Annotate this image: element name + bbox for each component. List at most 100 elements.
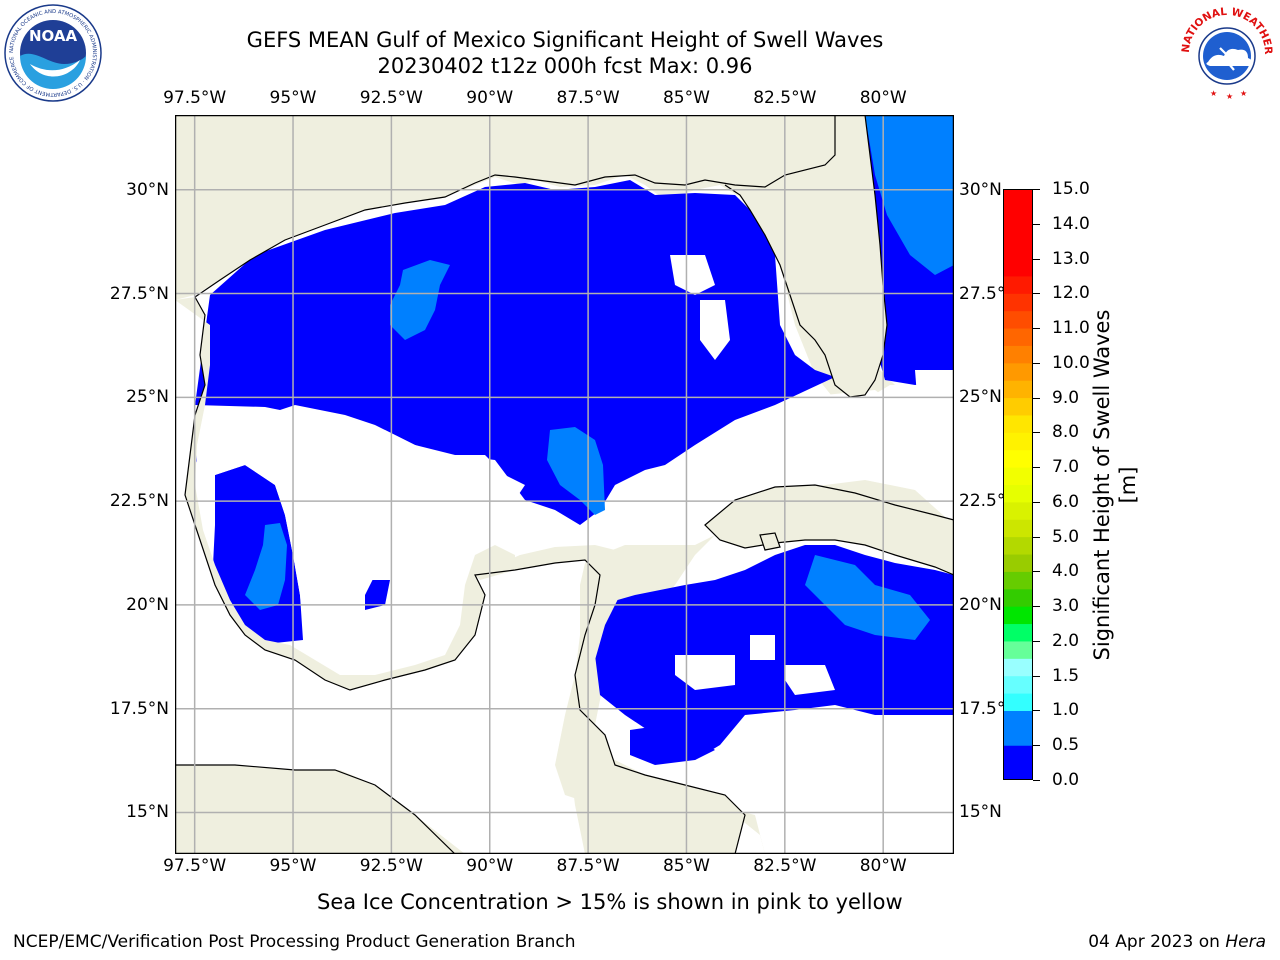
colorbar-tick-mark: [1033, 293, 1040, 295]
lon-tick-label-top: 82.5°W: [753, 88, 817, 108]
colorbar-tick-mark: [1033, 675, 1040, 677]
colorbar-swatch: [1003, 519, 1033, 538]
date-value: 04 Apr 2023 on: [1088, 932, 1220, 952]
colorbar-swatch: [1003, 501, 1033, 520]
colorbar-tick-label: 8.0: [1052, 422, 1080, 443]
colorbar-swatch: [1003, 362, 1033, 381]
colorbar-tick-label: 0.5: [1052, 735, 1080, 756]
colorbar-swatch: [1003, 328, 1033, 346]
colorbar: [1003, 189, 1033, 780]
colorbar-tick-label: 3.0: [1052, 596, 1080, 617]
land-masses: [175, 115, 954, 854]
lat-tick-label-left: 15°N: [126, 802, 169, 823]
colorbar-swatch: [1003, 658, 1033, 677]
colorbar-swatch: [1003, 293, 1033, 312]
lat-tick-label-left: 20°N: [126, 594, 169, 615]
nws-logo: NATIONAL WEATHER SERVICE ★ ★ ★: [1178, 4, 1274, 101]
colorbar-tick-label: 4.0: [1052, 561, 1080, 582]
colorbar-swatch: [1003, 414, 1033, 433]
lat-tick-label-right: 15°N: [959, 802, 1002, 823]
colorbar-swatch: [1003, 397, 1033, 416]
colorbar-tick-mark: [1033, 223, 1040, 225]
colorbar-swatch: [1003, 693, 1033, 711]
svg-text:★: ★: [1210, 89, 1217, 98]
colorbar-swatch: [1003, 275, 1033, 294]
chart-subtitle: 20230402 t12z 000h fcst Max: 0.96: [377, 54, 753, 78]
credit-text: NCEP/EMC/Verification Post Processing Pr…: [13, 932, 576, 952]
lat-tick-label-right: 30°N: [959, 179, 1002, 200]
lon-tick-label-top: 95°W: [269, 88, 317, 108]
colorbar-tick-mark: [1033, 710, 1040, 712]
colorbar-tick-mark: [1033, 571, 1040, 573]
colorbar-swatch: [1003, 241, 1033, 260]
colorbar-swatch: [1003, 258, 1033, 277]
colorbar-tick-mark: [1033, 501, 1040, 503]
colorbar-swatch: [1003, 762, 1033, 780]
svg-text:★: ★: [1240, 89, 1247, 98]
colorbar-tick-label: 1.0: [1052, 700, 1080, 721]
colorbar-tick-label: 10.0: [1052, 352, 1090, 373]
gridlines: [175, 115, 954, 854]
colorbar-swatch: [1003, 345, 1033, 364]
colorbar-tick-mark: [1033, 258, 1040, 260]
colorbar-tick-mark: [1033, 745, 1040, 747]
colorbar-tick-mark: [1033, 606, 1040, 608]
colorbar-swatch: [1003, 675, 1033, 694]
lon-tick-label-top: 80°W: [859, 88, 907, 108]
colorbar-swatch: [1003, 727, 1033, 746]
lon-tick-label-bottom: 80°W: [859, 856, 907, 876]
colorbar-tick-mark: [1033, 640, 1040, 642]
lat-tick-label-left: 22.5°N: [109, 491, 169, 512]
colorbar-tick-mark: [1033, 780, 1040, 781]
colorbar-tick-label: 9.0: [1052, 387, 1080, 408]
colorbar-swatch: [1003, 571, 1033, 590]
colorbar-swatch: [1003, 710, 1033, 729]
lon-tick-label-top: 90°W: [466, 88, 514, 108]
lat-tick-label-right: 25°N: [959, 387, 1002, 408]
coastlines: [175, 115, 888, 854]
colorbar-tick-label: 12.0: [1052, 283, 1090, 304]
lon-tick-label-bottom: 85°W: [662, 856, 710, 876]
colorbar-swatch: [1003, 606, 1033, 625]
colorbar-swatch: [1003, 623, 1033, 642]
sea-ice-footnote: Sea Ice Concentration > 15% is shown in …: [317, 890, 903, 914]
map-frame: [175, 115, 954, 854]
lat-tick-label-left: 17.5°N: [109, 698, 169, 719]
colorbar-swatch: [1003, 310, 1033, 329]
lat-tick-label-right: 20°N: [959, 594, 1002, 615]
lon-tick-label-bottom: 90°W: [466, 856, 514, 876]
colorbar-tick-label: 14.0: [1052, 213, 1090, 234]
lat-tick-label-left: 30°N: [126, 179, 169, 200]
colorbar-swatch: [1003, 467, 1033, 485]
central-america: [175, 765, 455, 854]
colorbar-tick-mark: [1033, 432, 1040, 434]
lon-tick-label-top: 85°W: [662, 88, 710, 108]
colorbar-tick-label: 1.5: [1052, 665, 1080, 686]
lat-tick-label-left: 27.5°N: [109, 283, 169, 304]
noaa-logo: NATIONAL OCEANIC AND ATMOSPHERIC ADMINIS…: [4, 4, 102, 102]
colorbar-tick-mark: [1033, 362, 1040, 364]
map-plot: [175, 115, 954, 854]
colorbar-swatch: [1003, 206, 1033, 225]
colorbar-tick-label: 13.0: [1052, 248, 1090, 269]
colorbar-label: Significant Height of Swell Waves [m]: [1090, 309, 1140, 661]
colorbar-tick-mark: [1033, 467, 1040, 469]
lon-tick-label-top: 87.5°W: [556, 88, 620, 108]
lat-tick-label-left: 25°N: [126, 387, 169, 408]
colorbar-tick-mark: [1033, 189, 1040, 190]
colorbar-swatch: [1003, 536, 1033, 555]
colorbar-swatch: [1003, 484, 1033, 503]
lon-tick-label-bottom: 95°W: [269, 856, 317, 876]
swell-field-holes: [195, 255, 954, 695]
florida-peninsula: [725, 115, 887, 397]
colorbar-tick-label: 6.0: [1052, 491, 1080, 512]
chart-title: GEFS MEAN Gulf of Mexico Significant Hei…: [246, 28, 884, 52]
colorbar-swatch: [1003, 380, 1033, 399]
noaa-wordmark: NOAA: [29, 27, 78, 45]
svg-text:★: ★: [1226, 92, 1233, 101]
lon-tick-label-top: 92.5°W: [359, 88, 423, 108]
colorbar-tick-mark: [1033, 536, 1040, 538]
us-gulf-coast: [175, 115, 835, 300]
colorbar-tick-label: 11.0: [1052, 318, 1090, 339]
lon-tick-label-bottom: 82.5°W: [753, 856, 817, 876]
